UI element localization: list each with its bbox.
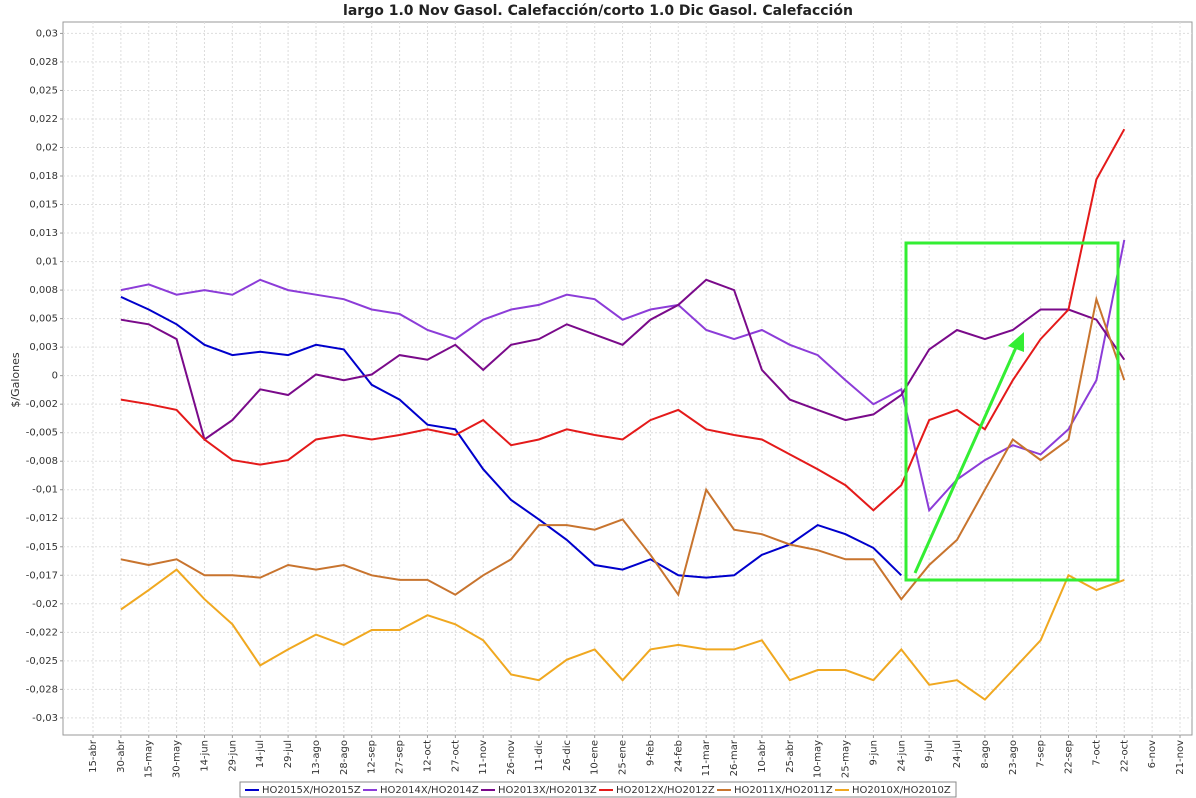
y-tick-label: 0,022: [29, 114, 58, 125]
y-tick-label: 0,005: [29, 314, 58, 325]
y-tick-label: 0,018: [29, 171, 58, 182]
y-tick-label: 0,025: [29, 85, 58, 96]
x-tick-label: 25-may: [841, 740, 852, 778]
x-tick-label: 27-oct: [450, 740, 461, 772]
x-tick-label: 30-may: [172, 740, 183, 778]
x-tick-label: 10-abr: [757, 739, 768, 773]
x-tick-label: 12-sep: [367, 740, 378, 774]
x-tick-label: 14-jun: [199, 740, 210, 772]
x-tick-label: 26-dic: [562, 740, 573, 771]
y-tick-label: 0,015: [29, 200, 58, 211]
x-tick-label: 13-ago: [311, 740, 322, 775]
x-tick-label: 12-oct: [422, 740, 433, 772]
legend-label: HO2015X/HO2015Z: [262, 785, 361, 796]
x-tick-label: 23-ago: [1008, 740, 1019, 775]
x-tick-label: 10-may: [813, 740, 824, 778]
x-tick-label: 25-ene: [618, 740, 629, 775]
legend-label: HO2014X/HO2014Z: [380, 785, 479, 796]
x-tick-label: 9-jun: [868, 740, 879, 765]
legend-label: HO2013X/HO2013Z: [498, 785, 597, 796]
y-tick-label: -0,028: [26, 684, 58, 695]
x-tick-label: 29-jun: [227, 740, 238, 772]
y-tick-label: -0,017: [26, 570, 58, 581]
series-line: [120, 295, 1126, 601]
y-tick-label: 0: [52, 371, 58, 382]
y-tick-label: -0,025: [26, 656, 58, 667]
x-tick-label: 15-may: [144, 740, 155, 778]
x-tick-label: 28-ago: [339, 740, 350, 775]
y-tick-label: 0,013: [29, 228, 58, 239]
x-tick-label: 8-ago: [980, 740, 991, 769]
x-tick-label: 10-ene: [590, 740, 601, 775]
y-tick-label: -0,012: [26, 513, 58, 524]
series-line: [120, 128, 1126, 512]
y-axis-label: $/Galones: [9, 352, 22, 407]
y-tick-label: -0,015: [26, 542, 58, 553]
series-line: [120, 568, 1125, 701]
legend-box: [239, 781, 957, 798]
x-tick-label: 7-sep: [1036, 740, 1047, 768]
x-tick-label: 27-sep: [395, 740, 406, 774]
x-tick-label: 6-nov: [1147, 740, 1158, 768]
x-tick-label: 11-dic: [534, 740, 545, 771]
legend-label: HO2012X/HO2012Z: [616, 785, 715, 796]
x-tick-label: 7-oct: [1091, 740, 1102, 766]
y-tick-label: 0,028: [29, 57, 58, 68]
legend-label: HO2011X/HO2011Z: [734, 785, 833, 796]
x-tick-label: 30-abr: [116, 739, 127, 773]
highlight-box: [904, 241, 1120, 582]
x-tick-label: 22-oct: [1119, 740, 1130, 772]
x-tick-label: 15-abr: [88, 739, 99, 773]
y-tick-label: 0,008: [29, 285, 58, 296]
plot-area: [62, 21, 1193, 736]
y-tick-label: -0,022: [26, 627, 58, 638]
series-line: [120, 278, 1126, 442]
x-tick-label: 11-nov: [478, 740, 489, 775]
y-tick-label: -0,005: [26, 428, 58, 439]
y-tick-label: 0,02: [36, 142, 58, 153]
y-tick-label: -0,002: [26, 399, 58, 410]
chart-layer: 0,03 0,028 0,025 0,022 0,02 0,018 0,015 0,013 0,…: [26, 22, 1192, 778]
x-tick-label: 9-jul: [924, 740, 935, 762]
arrow-head: [1008, 332, 1024, 352]
x-tick-label: 24-jun: [896, 740, 907, 772]
y-tick-label: -0,008: [26, 456, 58, 467]
x-tick-label: 25-abr: [785, 739, 796, 773]
chart-title: largo 1.0 Nov Gasol. Calefacción/corto 1…: [343, 3, 853, 19]
legend-label: HO2010X/HO2010Z: [852, 785, 951, 796]
y-tick-label: -0,02: [32, 599, 58, 610]
x-tick-label: 26-nov: [506, 740, 517, 775]
x-tick-label: 11-mar: [701, 739, 712, 776]
y-tick-label: -0,01: [32, 485, 58, 496]
y-tick-label: 0,003: [29, 342, 58, 353]
x-tick-label: 21-nov: [1175, 740, 1186, 775]
y-tick-label: 0,01: [36, 257, 58, 268]
series-line: [120, 295, 903, 579]
y-tick-label: -0,03: [32, 713, 58, 724]
x-tick-label: 9-feb: [645, 740, 656, 766]
x-tick-label: 24-jul: [952, 740, 963, 768]
x-tick-label: 14-jul: [255, 740, 266, 768]
x-tick-label: 24-feb: [673, 740, 684, 772]
x-tick-label: 22-sep: [1064, 740, 1075, 774]
y-tick-label: 0,03: [36, 28, 58, 39]
trend-arrow: [913, 342, 1020, 574]
x-tick-label: 29-jul: [283, 740, 294, 768]
x-tick-label: 26-mar: [729, 739, 740, 776]
